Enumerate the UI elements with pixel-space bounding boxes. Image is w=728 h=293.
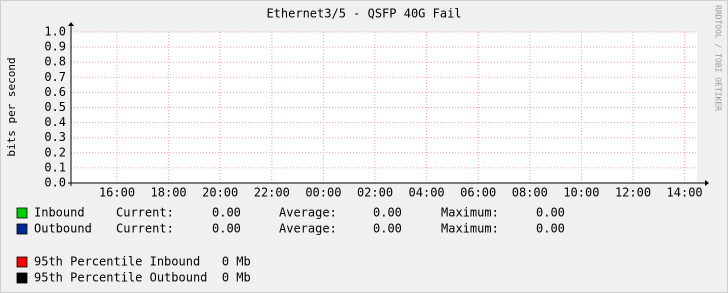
legend-swatch: [16, 256, 28, 268]
stat-label: Average:: [279, 222, 337, 236]
watermark: RRDTOOL / TOBI OETIKER: [714, 5, 723, 111]
legend-swatch: [16, 207, 28, 219]
legend-label: Outbound: [34, 222, 92, 236]
x-tick-label: 08:00: [512, 186, 548, 200]
chart-title: Ethernet3/5 - QSFP 40G Fail: [266, 7, 461, 21]
y-tick-label: 0.9: [44, 40, 66, 54]
y-tick-label: 0.5: [44, 100, 66, 114]
y-tick-label: 0.1: [44, 160, 66, 174]
stat-label: Maximum:: [441, 206, 499, 220]
x-tick-label: 18:00: [151, 186, 187, 200]
x-tick-label: 04:00: [409, 186, 445, 200]
x-tick-label: 06:00: [460, 186, 496, 200]
y-axis-arrow: [68, 22, 74, 26]
stat-label: Current:: [116, 206, 174, 220]
legend-swatch: [16, 272, 28, 284]
x-tick-label: 00:00: [305, 186, 341, 200]
x-tick-label: 12:00: [615, 186, 651, 200]
x-axis-arrow: [705, 180, 709, 186]
y-tick-label: 0.2: [44, 145, 66, 159]
y-tick-label: 0.3: [44, 130, 66, 144]
stat-value: 0.00: [536, 206, 565, 220]
stat-value: 0.00: [373, 206, 402, 220]
stat-label: Average:: [279, 206, 337, 220]
y-tick-label: 1.0: [44, 25, 66, 39]
legend-label: Inbound: [34, 206, 85, 220]
legend-swatch: [16, 223, 28, 235]
stat-value: 0.00: [536, 222, 565, 236]
x-tick-label: 10:00: [563, 186, 599, 200]
stat-value: 0.00: [373, 222, 402, 236]
y-tick-label: 0.0: [44, 176, 66, 190]
stat-label: Current:: [116, 222, 174, 236]
x-tick-label: 14:00: [667, 186, 703, 200]
stat-label: Maximum:: [441, 222, 499, 236]
y-tick-label: 0.8: [44, 55, 66, 69]
x-tick-label: 20:00: [202, 186, 238, 200]
x-tick-label: 22:00: [254, 186, 290, 200]
y-axis-label: bits per second: [5, 57, 18, 156]
x-tick-label: 02:00: [357, 186, 393, 200]
percentile-label: 95th Percentile Inbound 0 Mb: [34, 255, 251, 269]
y-tick-label: 0.7: [44, 70, 66, 84]
x-tick-label: 16:00: [99, 186, 135, 200]
stat-value: 0.00: [212, 222, 241, 236]
percentile-label: 95th Percentile Outbound 0 Mb: [34, 271, 251, 285]
y-tick-label: 0.6: [44, 85, 66, 99]
stat-value: 0.00: [212, 206, 241, 220]
y-tick-label: 0.4: [44, 115, 66, 129]
